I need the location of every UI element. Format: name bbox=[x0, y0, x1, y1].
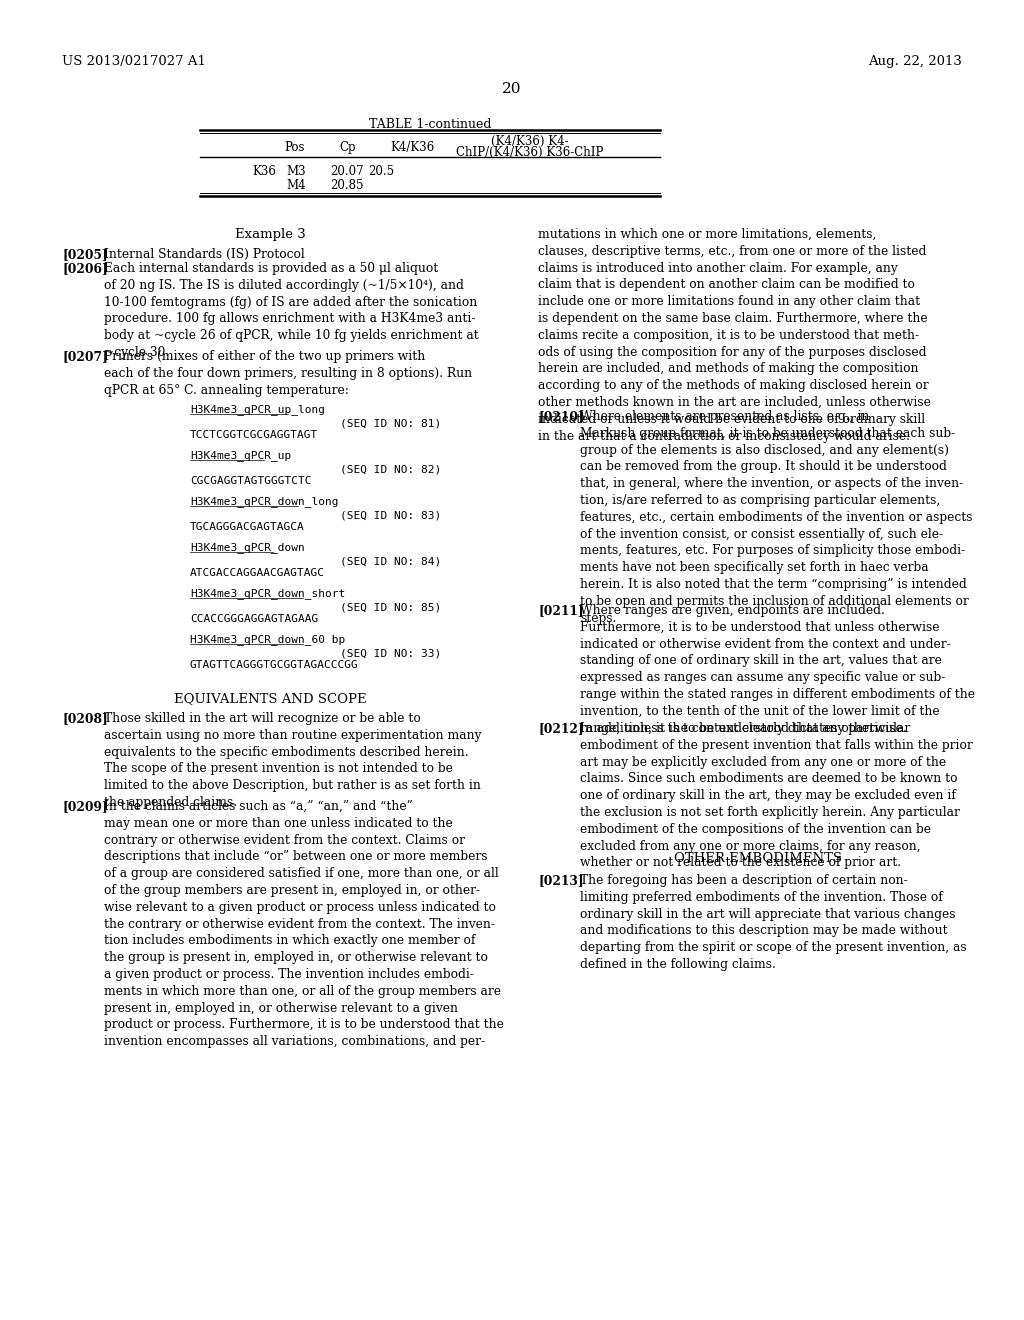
Text: M3: M3 bbox=[286, 165, 305, 178]
Text: GTAGTTCAGGGTGCGGTAGACCCGG: GTAGTTCAGGGTGCGGTAGACCCGG bbox=[190, 660, 358, 671]
Text: 20.5: 20.5 bbox=[368, 165, 394, 178]
Text: (SEQ ID NO: 81): (SEQ ID NO: 81) bbox=[340, 418, 441, 428]
Text: Pos: Pos bbox=[285, 141, 305, 154]
Text: [0210]: [0210] bbox=[538, 411, 584, 422]
Text: Internal Standards (IS) Protocol: Internal Standards (IS) Protocol bbox=[104, 248, 305, 261]
Text: [0212]: [0212] bbox=[538, 722, 584, 735]
Text: ChIP/(K4/K36) K36-ChIP: ChIP/(K4/K36) K36-ChIP bbox=[457, 147, 604, 158]
Text: Where elements are presented as lists, e.g., in
Markush group format, it is to b: Where elements are presented as lists, e… bbox=[580, 411, 973, 624]
Text: In addition, it is to be understood that any particular
embodiment of the presen: In addition, it is to be understood that… bbox=[580, 722, 973, 870]
Text: ATCGACCAGGAACGAGTAGC: ATCGACCAGGAACGAGTAGC bbox=[190, 568, 325, 578]
Text: CGCGAGGTAGTGGGTCTC: CGCGAGGTAGTGGGTCTC bbox=[190, 477, 311, 486]
Text: (SEQ ID NO: 85): (SEQ ID NO: 85) bbox=[340, 602, 441, 612]
Text: H3K4me3_qPCR_up: H3K4me3_qPCR_up bbox=[190, 450, 291, 461]
Text: [0207]: [0207] bbox=[62, 350, 108, 363]
Text: 20: 20 bbox=[502, 82, 522, 96]
Text: TCCTCGGTCGCGAGGTAGT: TCCTCGGTCGCGAGGTAGT bbox=[190, 430, 318, 440]
Text: Example 3: Example 3 bbox=[234, 228, 305, 242]
Text: mutations in which one or more limitations, elements,
clauses, descriptive terms: mutations in which one or more limitatio… bbox=[538, 228, 931, 442]
Text: H3K4me3_qPCR_down: H3K4me3_qPCR_down bbox=[190, 543, 305, 553]
Text: TABLE 1-continued: TABLE 1-continued bbox=[369, 117, 492, 131]
Text: Primers (mixes of either of the two up primers with
each of the four down primer: Primers (mixes of either of the two up p… bbox=[104, 350, 472, 396]
Text: [0213]: [0213] bbox=[538, 874, 584, 887]
Text: [0211]: [0211] bbox=[538, 605, 584, 616]
Text: (K4/K36) K4-: (K4/K36) K4- bbox=[492, 135, 568, 148]
Text: TGCAGGGACGAGTAGCA: TGCAGGGACGAGTAGCA bbox=[190, 521, 305, 532]
Text: K36: K36 bbox=[252, 165, 275, 178]
Text: Cp: Cp bbox=[340, 141, 356, 154]
Text: H3K4me3_qPCR_down_60 bp: H3K4me3_qPCR_down_60 bp bbox=[190, 634, 345, 645]
Text: [0205]: [0205] bbox=[62, 248, 108, 261]
Text: [0206]: [0206] bbox=[62, 261, 108, 275]
Text: [0208]: [0208] bbox=[62, 711, 108, 725]
Text: H3K4me3_qPCR_down_long: H3K4me3_qPCR_down_long bbox=[190, 496, 339, 507]
Text: M4: M4 bbox=[286, 180, 305, 191]
Text: OTHER EMBODIMENTS: OTHER EMBODIMENTS bbox=[674, 851, 842, 865]
Text: US 2013/0217027 A1: US 2013/0217027 A1 bbox=[62, 55, 206, 69]
Text: (SEQ ID NO: 82): (SEQ ID NO: 82) bbox=[340, 465, 441, 474]
Text: H3K4me3_qPCR_down_short: H3K4me3_qPCR_down_short bbox=[190, 587, 345, 599]
Text: (SEQ ID NO: 84): (SEQ ID NO: 84) bbox=[340, 556, 441, 566]
Text: 20.85: 20.85 bbox=[330, 180, 364, 191]
Text: The foregoing has been a description of certain non-
limiting preferred embodime: The foregoing has been a description of … bbox=[580, 874, 967, 972]
Text: Where ranges are given, endpoints are included.
Furthermore, it is to be underst: Where ranges are given, endpoints are in… bbox=[580, 605, 975, 735]
Text: EQUIVALENTS AND SCOPE: EQUIVALENTS AND SCOPE bbox=[174, 692, 367, 705]
Text: Each internal standards is provided as a 50 μl aliquot
of 20 ng IS. The IS is di: Each internal standards is provided as a… bbox=[104, 261, 479, 359]
Text: K4/K36: K4/K36 bbox=[390, 141, 434, 154]
Text: 20.07: 20.07 bbox=[330, 165, 364, 178]
Text: Aug. 22, 2013: Aug. 22, 2013 bbox=[868, 55, 962, 69]
Text: (SEQ ID NO: 83): (SEQ ID NO: 83) bbox=[340, 510, 441, 520]
Text: H3K4me3_qPCR_up_long: H3K4me3_qPCR_up_long bbox=[190, 404, 325, 414]
Text: In the claims articles such as “a,” “an,” and “the”
may mean one or more than on: In the claims articles such as “a,” “an,… bbox=[104, 800, 504, 1048]
Text: CCACCGGGAGGAGTAGAAG: CCACCGGGAGGAGTAGAAG bbox=[190, 614, 318, 624]
Text: Those skilled in the art will recognize or be able to
ascertain using no more th: Those skilled in the art will recognize … bbox=[104, 711, 481, 809]
Text: [0209]: [0209] bbox=[62, 800, 108, 813]
Text: (SEQ ID NO: 33): (SEQ ID NO: 33) bbox=[340, 648, 441, 657]
